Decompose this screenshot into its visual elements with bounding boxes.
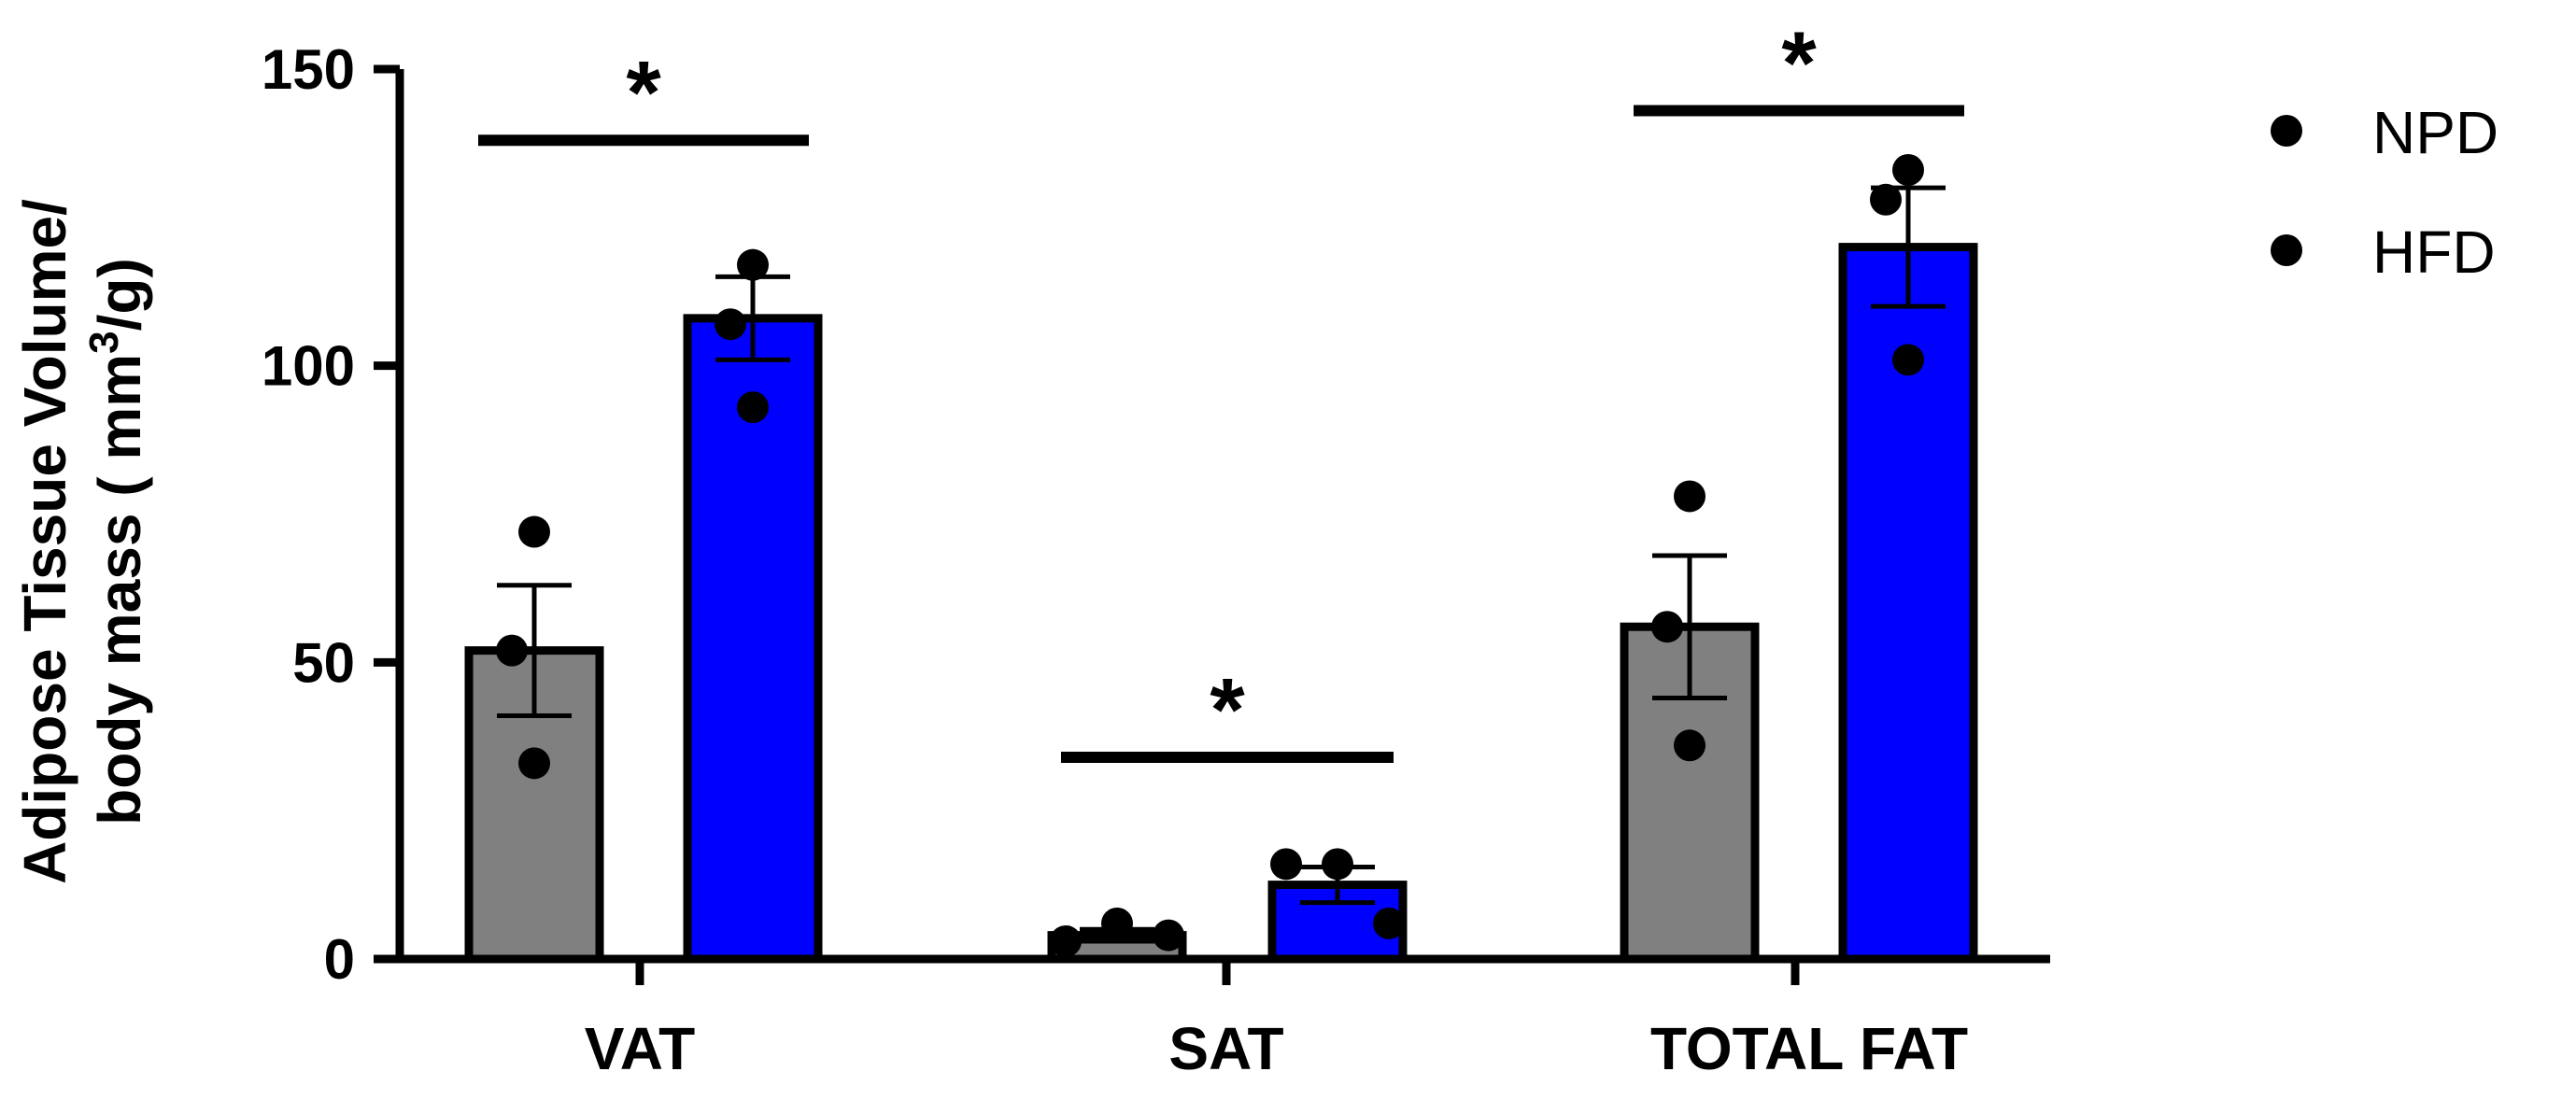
significance-markers: * * *	[478, 13, 1964, 763]
y-axis-title-line2-suffix: /g)	[86, 258, 153, 331]
y-axis-title-line2: body mass ( mm3/g)	[81, 258, 153, 825]
data-points	[496, 154, 1924, 957]
legend-marker-hfd	[2271, 234, 2302, 266]
data-point	[1870, 183, 1902, 216]
legend-label-hfd: HFD	[2372, 219, 2496, 286]
significance-star: *	[1210, 660, 1245, 760]
data-point	[1651, 611, 1683, 643]
y-tick-label: 150	[262, 38, 355, 101]
y-axis-title-line2-sup: 3	[81, 331, 127, 353]
x-tick-label: SAT	[1168, 1015, 1283, 1082]
data-point	[1322, 848, 1353, 881]
data-point	[1050, 924, 1082, 957]
data-point	[1892, 344, 1924, 376]
data-point	[1674, 480, 1706, 513]
data-point	[496, 634, 528, 667]
y-axis-title-line2-prefix: body mass ( mm	[86, 354, 153, 825]
legend-marker-npd	[2271, 115, 2302, 147]
data-point	[518, 747, 550, 780]
data-point	[1270, 848, 1302, 881]
data-point	[1153, 919, 1184, 952]
data-point	[1892, 154, 1924, 187]
data-point	[1674, 729, 1706, 762]
y-axis-title: Adipose Tissue Volume/ body mass ( mm3/g…	[11, 199, 153, 884]
significance-star: *	[626, 43, 661, 143]
y-axis-title-line1: Adipose Tissue Volume/	[11, 199, 78, 884]
data-point	[1101, 907, 1133, 939]
data-point	[737, 391, 769, 424]
x-tick-label: VAT	[585, 1015, 696, 1082]
y-tick-label: 0	[324, 928, 355, 991]
y-tick-label: 50	[292, 631, 355, 694]
legend: NPD HFD	[2271, 99, 2498, 286]
data-point	[715, 308, 746, 341]
legend-label-npd: NPD	[2372, 99, 2498, 166]
significance-star: *	[1781, 13, 1817, 113]
x-tick-label: TOTAL FAT	[1650, 1015, 1968, 1082]
y-tick-label: 100	[262, 335, 355, 398]
data-point	[737, 248, 769, 281]
data-point	[1373, 907, 1405, 939]
data-point	[518, 515, 550, 548]
axes: 0 50 100 150 VAT SAT TOTAL FAT	[262, 38, 2050, 1082]
bars	[464, 243, 1978, 964]
